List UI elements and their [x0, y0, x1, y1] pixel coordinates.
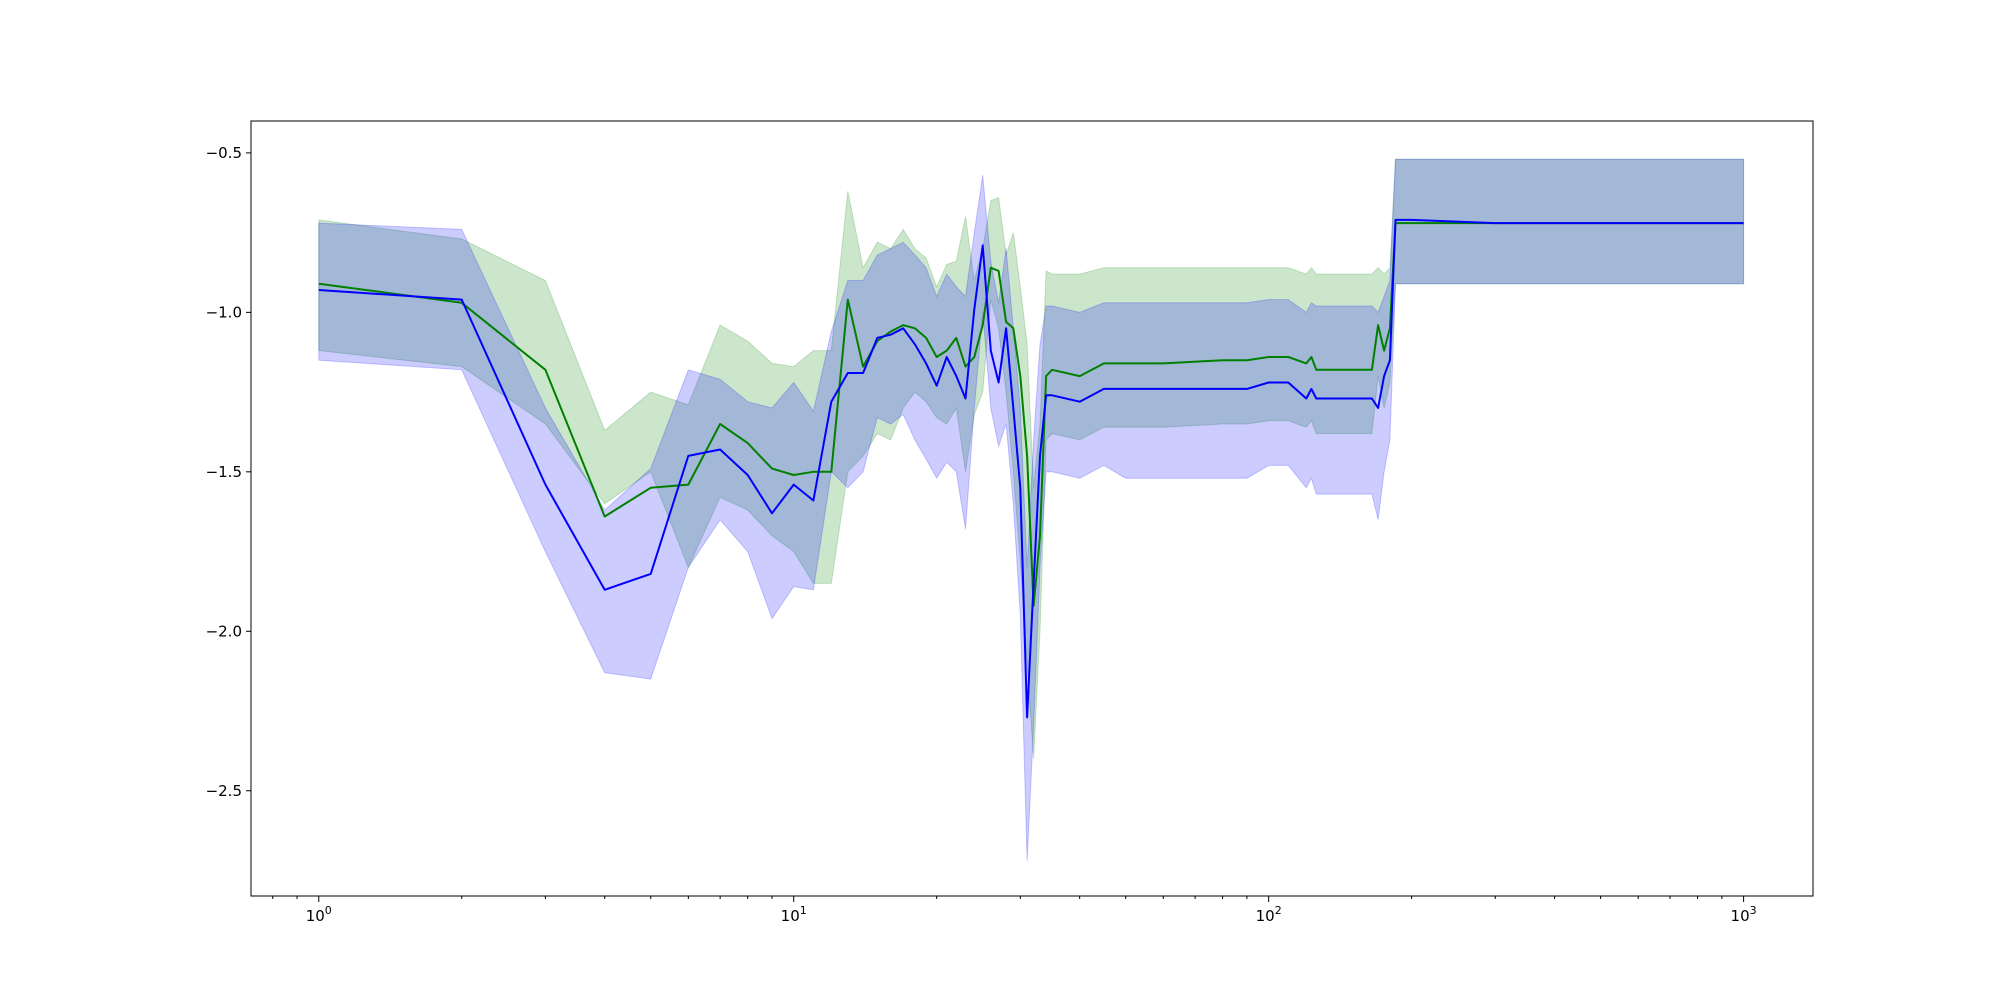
series-1-line	[318, 222, 1744, 607]
y-tick-label: −1.0	[206, 303, 242, 321]
series-2-line	[318, 218, 1744, 719]
y-tick-label: −1.5	[206, 463, 242, 481]
x-tick-label: 101	[781, 904, 807, 925]
x-tick-label: 100	[306, 904, 332, 925]
x-tick-label: 102	[1256, 904, 1282, 925]
y-tick-label: −2.0	[206, 622, 242, 640]
series-1-band	[318, 158, 1745, 759]
plot-frame	[250, 120, 1814, 897]
x-tick-label: 103	[1731, 904, 1757, 925]
series-lines	[318, 218, 1744, 719]
x-axis: 100 101 102 103	[272, 896, 1757, 925]
y-tick-label: −0.5	[206, 144, 242, 162]
y-axis: −0.5 −1.0 −1.5 −2.0 −2.5	[206, 144, 251, 800]
y-tick-label: −2.5	[206, 782, 242, 800]
